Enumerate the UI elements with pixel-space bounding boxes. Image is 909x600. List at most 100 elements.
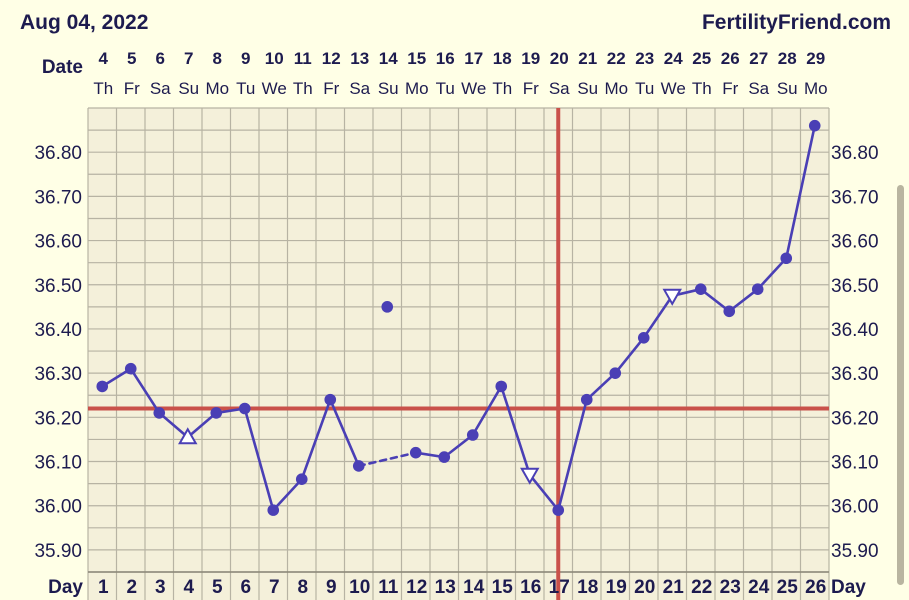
y-tick-label-left: 36.40: [34, 320, 82, 341]
day-number: 23: [720, 577, 741, 598]
site-name[interactable]: FertilityFriend.com: [701, 11, 891, 34]
temperature-segment: [585, 371, 617, 401]
temperature-segment: [499, 385, 532, 477]
date-number: 28: [778, 49, 797, 68]
temperature-point: [723, 305, 736, 318]
weekday-label: We: [661, 79, 686, 98]
reference-lines: [88, 108, 829, 600]
day-number: 8: [297, 577, 308, 598]
temperature-segment: [300, 398, 332, 481]
y-tick-label-left: 36.70: [34, 187, 82, 208]
date-number: 22: [607, 49, 626, 68]
date-number: 19: [521, 49, 540, 68]
temperature-segment: [157, 411, 190, 439]
day-number: 5: [212, 577, 223, 598]
day-number: 17: [549, 577, 570, 598]
date-number: 5: [127, 49, 136, 68]
vertical-scrollbar[interactable]: [897, 185, 904, 585]
y-tick-label-right: 36.70: [831, 187, 879, 208]
temperature-point: [808, 119, 821, 132]
temperature-segment: [556, 398, 589, 512]
temperature-segment: [784, 124, 817, 260]
temperature-point: [210, 407, 223, 419]
temperature-point-triangle-down: [662, 288, 682, 306]
temperature-point: [238, 402, 251, 415]
temperature-point: [751, 283, 764, 295]
temperature-point: [552, 504, 565, 516]
weekday-label: Th: [93, 79, 113, 98]
temperature-point: [609, 367, 622, 379]
temperature-point: [352, 460, 365, 472]
y-axis-right: 36.80 36.70 36.60 36.50 36.40 36.30 36.20 36.10…: [831, 143, 879, 562]
date-number: 23: [635, 49, 654, 68]
weekday-label: Sa: [150, 79, 171, 98]
date-number: 27: [749, 49, 768, 68]
day-number: 15: [492, 577, 514, 598]
day-number: 14: [463, 577, 485, 598]
date-number: 10: [265, 49, 284, 68]
date-number: 6: [156, 49, 165, 68]
weekday-label: Mo: [604, 79, 628, 98]
y-tick-label-right: 36.00: [831, 497, 879, 518]
weekday-label: Mo: [205, 79, 229, 98]
temperature-segment: [129, 367, 161, 415]
weekday-label: Th: [492, 79, 512, 98]
day-number: 20: [634, 577, 655, 598]
day-number: 11: [378, 577, 399, 598]
date-number: 13: [350, 49, 369, 68]
weekday-label: Mo: [405, 79, 429, 98]
temperature-segment: [528, 473, 560, 512]
day-number: 10: [349, 577, 370, 598]
y-tick-label-right: 35.90: [831, 541, 879, 562]
date-number: 17: [464, 49, 483, 68]
temperature-segment: [328, 398, 361, 468]
temperature-point: [409, 446, 422, 459]
date-number: 26: [721, 49, 740, 68]
date-number: 25: [692, 49, 711, 68]
date-number: 24: [664, 49, 683, 68]
weekday-label: Su: [178, 79, 199, 98]
y-tick-label-left: 36.20: [34, 408, 82, 429]
temperature-segment: [613, 336, 646, 375]
temperature-point: [295, 473, 308, 486]
weekday-label: Th: [293, 79, 313, 98]
weekday-label: Su: [577, 79, 598, 98]
date-number: 15: [407, 49, 426, 68]
date-number: 9: [241, 49, 250, 68]
temperature-line: [100, 124, 817, 512]
temperature-point: [466, 429, 479, 441]
temperature-point-triangle-down: [520, 467, 540, 485]
temperature-point: [694, 283, 707, 295]
day-number: 13: [435, 577, 456, 598]
day-number: 1: [98, 577, 109, 598]
day-number: 18: [577, 577, 598, 598]
date-number: 14: [379, 49, 398, 68]
day-number: 6: [240, 577, 251, 598]
weekday-label: Fr: [124, 79, 140, 98]
weekday-label: We: [262, 79, 287, 98]
weekday-label: Fr: [323, 79, 339, 98]
temperature-point: [124, 362, 137, 375]
weekday-label: Sa: [549, 79, 570, 98]
date-number: 29: [806, 49, 825, 68]
date-number: 7: [184, 49, 193, 68]
weekday-label: Sa: [748, 79, 769, 98]
weekday-label: Su: [378, 79, 399, 98]
temperature-segment: [642, 294, 674, 340]
date-number: 21: [578, 49, 597, 68]
weekday-label: Sa: [349, 79, 370, 98]
day-number: 21: [663, 577, 685, 598]
temperature-point: [267, 504, 280, 516]
temperature-points: [96, 119, 821, 516]
date-number: 20: [550, 49, 569, 68]
discarded-temperature-point: [381, 301, 394, 313]
y-tick-label-left: 36.10: [34, 453, 82, 474]
y-axis-left: 36.80 36.70 36.60 36.50 36.40 36.30 36.20 36.10…: [34, 143, 82, 562]
date-number: 8: [213, 49, 222, 68]
weekday-label: Su: [777, 79, 798, 98]
y-tick-label-left: 36.50: [34, 276, 82, 297]
date-number: 4: [99, 49, 109, 68]
day-number: 7: [269, 577, 280, 598]
